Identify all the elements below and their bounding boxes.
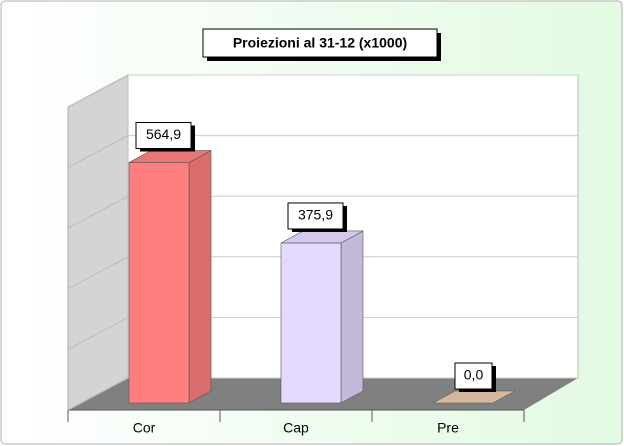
x-tick-label: Cor: [133, 420, 156, 436]
value-label: 0,0: [464, 367, 484, 383]
bar-top: [432, 390, 516, 404]
bar-side: [188, 150, 212, 404]
bar-front: [128, 162, 190, 404]
side-grid-line: [67, 135, 129, 169]
value-label-box: [454, 362, 493, 390]
side-grid-line: [67, 74, 129, 108]
bar: [280, 230, 364, 404]
value-label: 375,9: [298, 207, 333, 223]
value-label: 564,9: [146, 126, 181, 142]
chart-title: Proiezioni al 31-12 (x1000): [233, 35, 407, 51]
side-grid-line: [67, 377, 129, 411]
bar-top: [128, 150, 212, 163]
bar: [128, 150, 212, 404]
bar-side: [340, 230, 364, 404]
title-box: [202, 28, 438, 58]
x-tick-label: Cap: [283, 420, 309, 436]
bar: [432, 390, 516, 404]
side-grid-line: [67, 256, 129, 290]
side-grid-line: [67, 195, 129, 229]
bar-front: [280, 242, 342, 404]
value-label-box: [135, 122, 192, 150]
side-grid-line: [67, 316, 129, 350]
x-tick-label: Pre: [437, 420, 459, 436]
value-label-box: [287, 202, 344, 230]
bar-top: [280, 230, 364, 244]
side-wall: [67, 74, 129, 411]
